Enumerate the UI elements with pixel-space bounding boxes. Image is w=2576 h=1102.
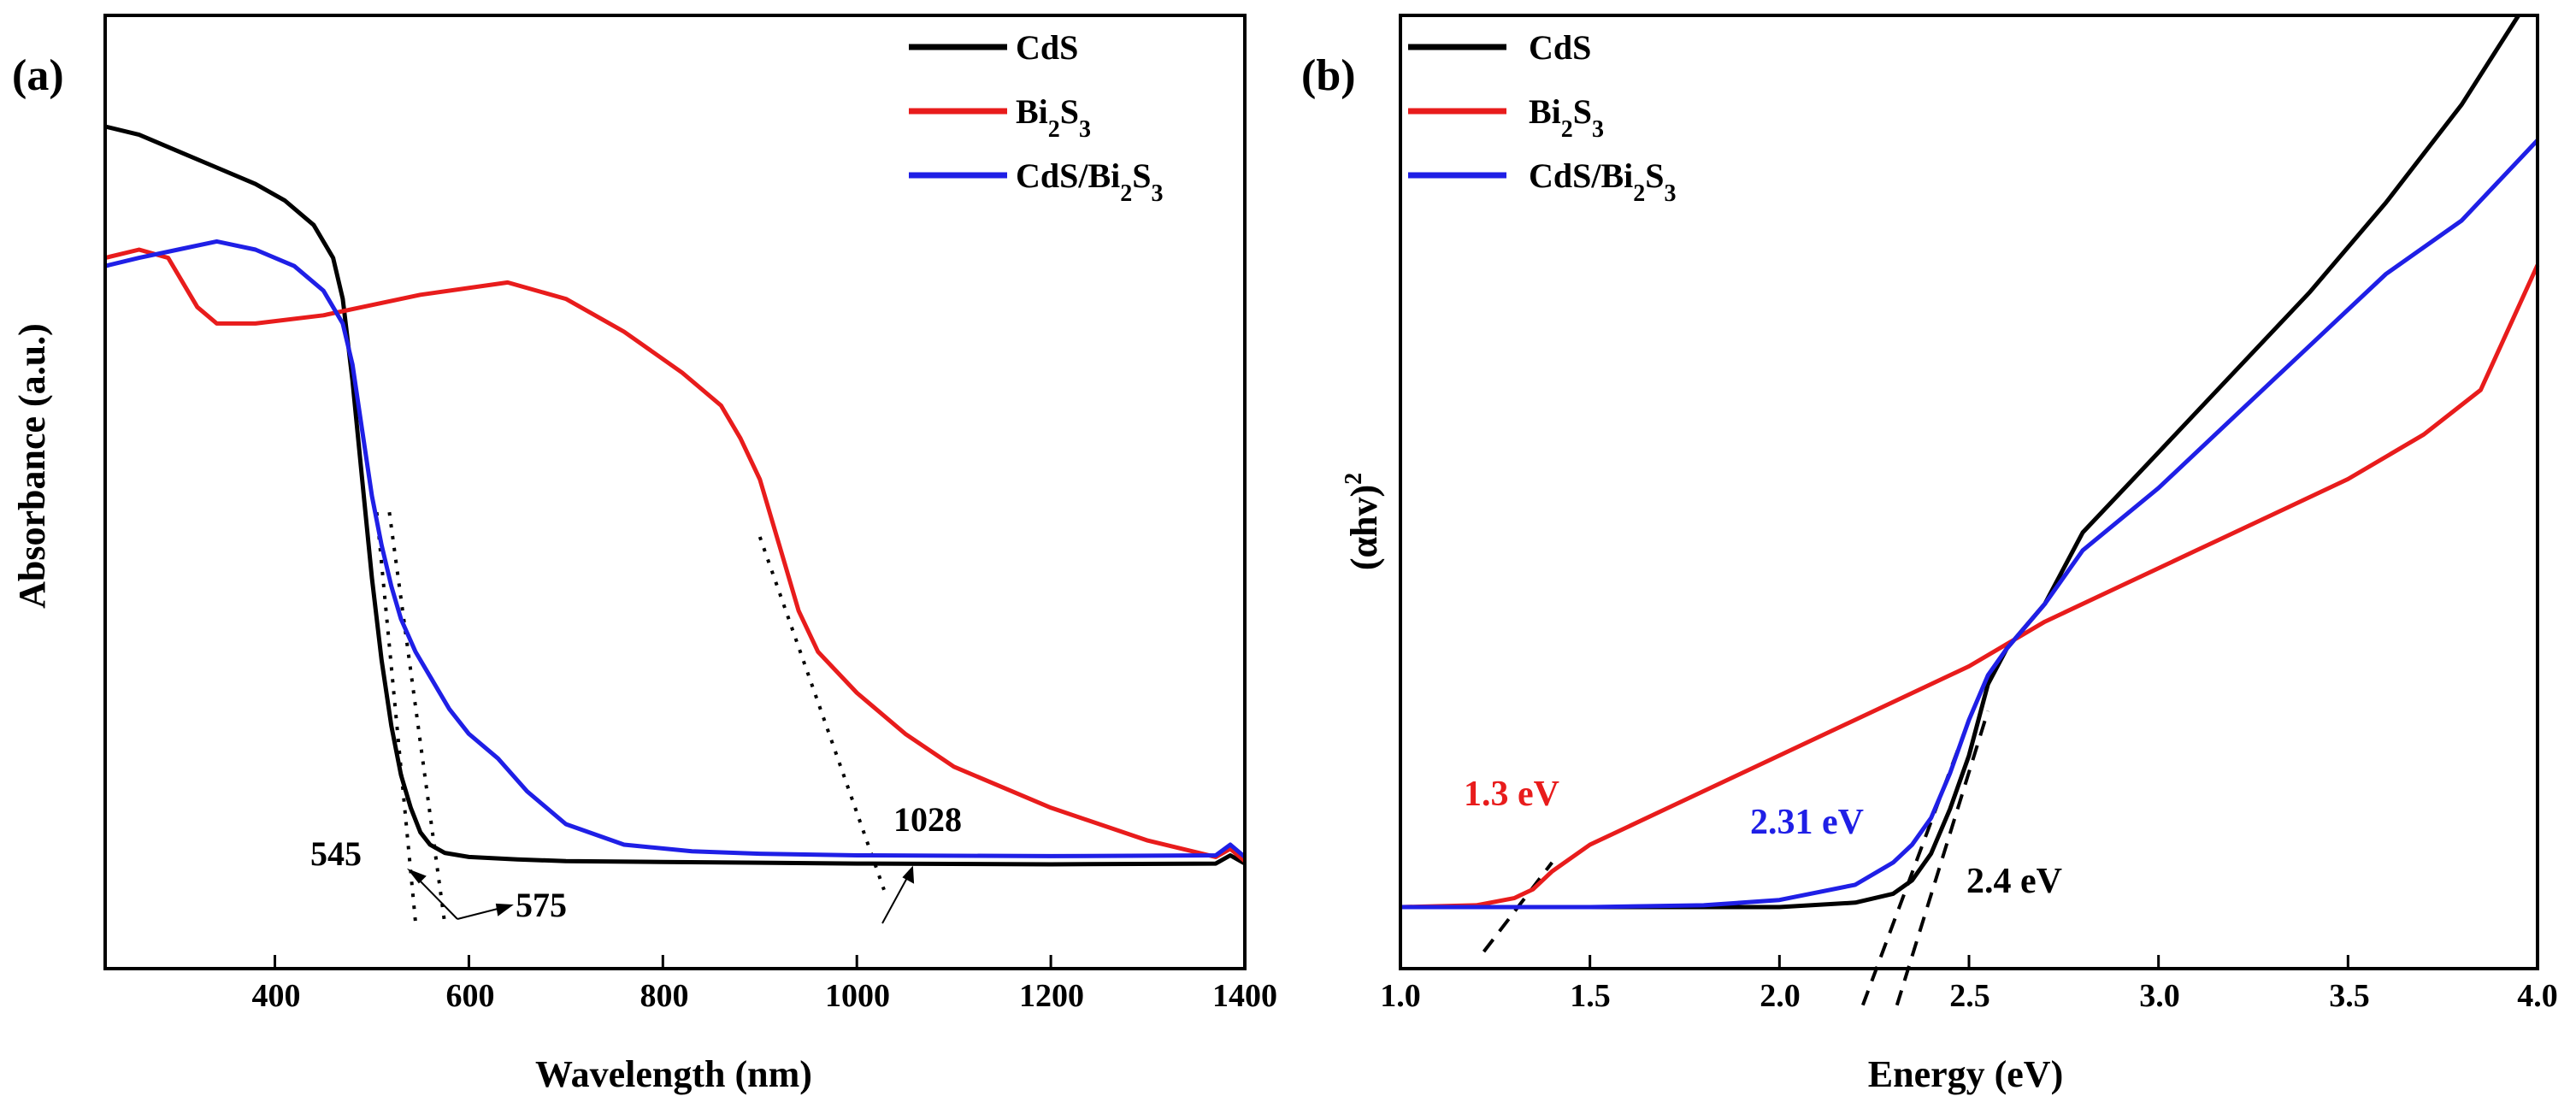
panel-a-plot-frame <box>103 14 1247 970</box>
a-annotation-575: 575 <box>516 886 567 924</box>
b-xtick-label-2.5: 2.5 <box>1949 978 1990 1014</box>
panel-b-x-axis-label: Energy (eV) <box>1868 1053 2064 1095</box>
b-xtick-label-2.0: 2.0 <box>1760 978 1801 1014</box>
a-arrowhead-545 <box>406 868 427 884</box>
b-legend-label-cds: CdS <box>1529 28 1591 67</box>
panel-b-x-tick-labels: 1.0 1.5 2.0 2.5 3.0 3.5 4.0 <box>1380 978 2558 1014</box>
panel-b-legend: CdS Bi2S3 CdS/Bi2S3 <box>1408 28 1677 207</box>
b-xtick-label-3.0: 3.0 <box>2139 978 2180 1014</box>
panel-a-tick-marks <box>274 955 1247 969</box>
panel-a-x-axis-label: Wavelength (nm) <box>535 1053 812 1095</box>
a-series-line-cds-bi2s3 <box>104 239 1247 859</box>
a-series-line-bi2s3 <box>104 247 1247 863</box>
panel-b-tick-marks <box>1399 955 2539 969</box>
a-xtick-label-600: 600 <box>446 978 495 1014</box>
panel-a-legend: CdS Bi2S3 CdS/Bi2S3 <box>909 28 1164 207</box>
svg-text:(αhv)2: (αhv)2 <box>1341 473 1385 570</box>
a-series-line-cds <box>104 124 1247 867</box>
a-arrow-1028 <box>881 875 909 924</box>
a-xtick-label-400: 400 <box>252 978 301 1014</box>
b-ylabel-main: (αhv) <box>1343 485 1385 570</box>
panel-b-label: (b) <box>1301 51 1356 100</box>
b-series-line-cds-bi2s3 <box>1400 138 2539 910</box>
panel-b-tangent-lines <box>1482 710 1990 1006</box>
b-xtick-label-3.5: 3.5 <box>2329 978 2370 1014</box>
panel-b-y-axis-label: (αhv)2 <box>1341 473 1385 570</box>
a-arrow-575 <box>457 906 505 920</box>
panel-a-tangent-lines <box>374 511 886 923</box>
panel-a-x-tick-labels: 400 600 800 1000 1200 1400 <box>252 978 1278 1014</box>
b-annotation-1.3ev: 1.3 eV <box>1464 775 1559 814</box>
a-xtick-label-1400: 1400 <box>1212 978 1277 1014</box>
b-annotation-2.4ev: 2.4 eV <box>1966 862 2062 901</box>
panel-b: (b) (αhv)2 Energy (eV) 1.0 1.5 2.0 2.5 3… <box>1301 14 2558 1095</box>
b-series-line-cds <box>1400 14 2520 910</box>
a-legend-label-cds: CdS <box>1016 28 1078 67</box>
a-arrowhead-575 <box>495 903 514 916</box>
panel-b-series <box>1400 14 2540 910</box>
a-legend-label-cds-bi2s3: CdS/Bi2S3 <box>1016 156 1164 207</box>
a-legend-label-bi2s3: Bi2S3 <box>1016 92 1091 143</box>
panel-b-plot-frame <box>1399 14 2539 970</box>
a-tangent-line-2 <box>757 536 886 891</box>
a-arrow-545 <box>416 876 458 920</box>
b-series-line-bi2s3 <box>1400 263 2540 910</box>
b-tangent-line-2 <box>1895 710 1990 1006</box>
panel-a-annotations <box>406 865 915 924</box>
a-arrowhead-1028 <box>902 865 915 884</box>
b-xtick-label-1.5: 1.5 <box>1570 978 1611 1014</box>
a-annotation-1028: 1028 <box>893 800 962 839</box>
b-ylabel-superscript: 2 <box>1341 473 1367 485</box>
a-xtick-label-800: 800 <box>640 978 689 1014</box>
a-annotation-545: 545 <box>310 834 362 873</box>
panel-a-series <box>104 124 1247 867</box>
b-xtick-label-1.0: 1.0 <box>1380 978 1421 1014</box>
panel-a-y-axis-label: Absorbance (a.u.) <box>11 323 53 609</box>
panel-a-label: (a) <box>12 51 64 100</box>
a-tangent-line-0 <box>374 512 418 923</box>
a-xtick-label-1000: 1000 <box>825 978 890 1014</box>
b-xtick-label-4.0: 4.0 <box>2517 978 2558 1014</box>
b-legend-label-bi2s3: Bi2S3 <box>1529 92 1604 143</box>
b-legend-label-cds-bi2s3: CdS/Bi2S3 <box>1529 156 1677 207</box>
a-xtick-label-1200: 1200 <box>1019 978 1084 1014</box>
panel-a: (a) Absorbance (a.u.) Wavelength (nm) 40… <box>11 14 1278 1095</box>
b-annotation-2.31ev: 2.31 eV <box>1750 803 1864 842</box>
